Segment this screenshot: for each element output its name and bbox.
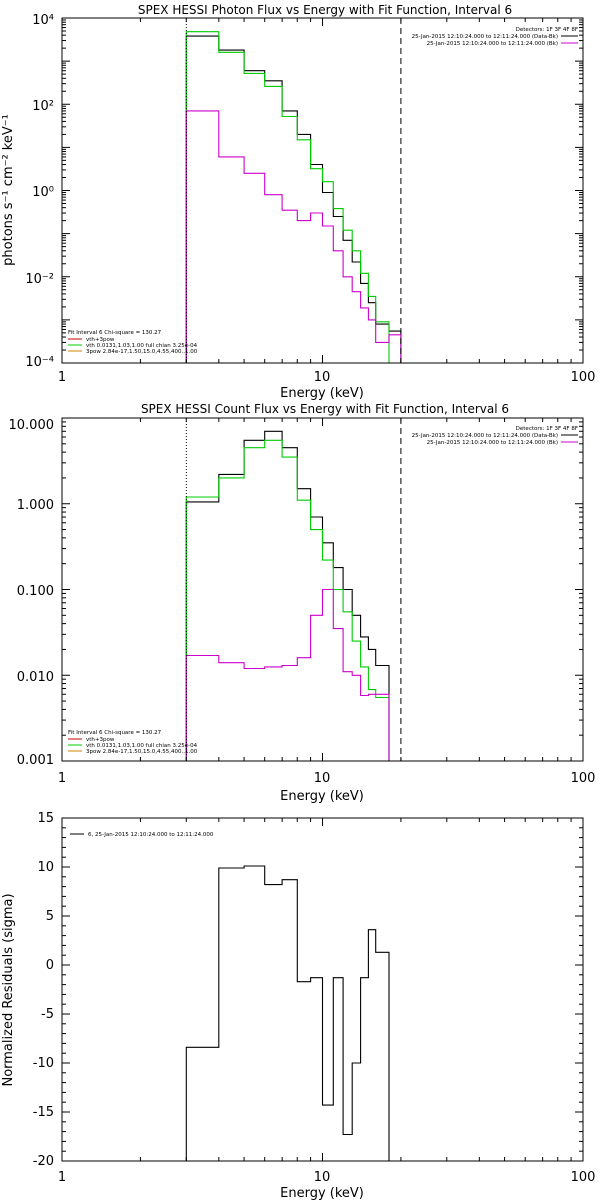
- count-flux-marker-lines: [185, 418, 402, 761]
- residuals-ytick-label: 15: [37, 811, 54, 826]
- residuals-ytick-label: 5: [46, 909, 54, 924]
- count-flux-legend-header: Detectors: 1F 3F 4F 8F: [516, 426, 578, 432]
- count-flux-xtick-label: 100: [571, 771, 596, 786]
- photon-flux-series-group: [185, 31, 402, 364]
- residuals-legend-entry: 6, 25-Jan-2015 12:10:24.000 to 12:11:24.…: [88, 832, 214, 838]
- residuals-ytick-label: -20: [33, 1154, 54, 1169]
- residuals-ytick-label: -5: [41, 1007, 54, 1022]
- photon-flux-ylabel: photons s⁻¹ cm⁻² keV⁻¹: [1, 114, 16, 266]
- count-flux-fit-header: Fit Interval 6 Chi-square = 130.27: [68, 730, 162, 736]
- photon-flux-xtick-label: 1: [58, 370, 66, 385]
- photon-flux-legend-header: Detectors: 1F 3F 4F 8F: [516, 27, 578, 33]
- count-flux-series-1-line: [185, 439, 401, 762]
- residuals-ticks: [61, 817, 584, 1162]
- count-flux-ytick-label: 1.000: [17, 498, 54, 513]
- count-flux-fit-entry: vth 0.0131,1.03,1.00 full chian 3.25e-04: [86, 743, 198, 749]
- count-flux-ytick-label: 10.000: [9, 418, 55, 433]
- photon-flux-marker-lines: [185, 18, 402, 363]
- count-flux-xlabel: Energy (keV): [280, 789, 364, 804]
- photon-flux-ytick-label: 10⁴: [32, 13, 54, 28]
- photon-flux-legend-entry: 25-Jan-2015 12:10:24.000 to 12:11:24.000…: [412, 34, 558, 40]
- count-flux-legend-entry: 25-Jan-2015 12:10:24.000 to 12:11:24.000…: [427, 440, 558, 446]
- residuals-ylabel: Normalized Residuals (sigma): [1, 893, 16, 1086]
- count-flux-ytick-label: 0.001: [17, 753, 54, 768]
- photon-flux-fit-entry: vth+3pow: [86, 337, 115, 343]
- residuals-series-0-line: [185, 865, 390, 1161]
- count-flux-ytick-label: 0.010: [17, 670, 54, 685]
- count-flux-panel: SPEX HESSI Count Flux vs Energy with Fit…: [9, 402, 596, 804]
- count-flux-legend-entry: 25-Jan-2015 12:10:24.000 to 12:11:24.000…: [412, 433, 558, 439]
- residuals-xlabel: Energy (keV): [280, 1186, 364, 1200]
- residuals-panel: 15 10 5 0 -5 -10 -15 -20 1 10 100 Energy…: [1, 811, 595, 1200]
- photon-flux-legend-entry: 25-Jan-2015 12:10:24.000 to 12:11:24.000…: [427, 41, 558, 47]
- count-flux-series-0-line: [185, 430, 390, 761]
- photon-flux-xlabel: Energy (keV): [280, 386, 364, 401]
- photon-flux-series-0-line: [185, 35, 402, 363]
- count-flux-title: SPEX HESSI Count Flux vs Energy with Fit…: [141, 402, 509, 416]
- residuals-ytick-label: 10: [37, 860, 54, 875]
- count-flux-xtick-label: 1: [58, 771, 66, 786]
- count-flux-series-group: [185, 430, 401, 762]
- photon-flux-xtick-label: 10: [314, 370, 331, 385]
- photon-flux-ytick-label: 10⁻⁴: [25, 355, 54, 370]
- count-flux-fit-entry: 3pow 2.84e-17,1.50,15.0,4.55,400.,1.00: [86, 749, 198, 755]
- residuals-xtick-label: 100: [571, 1170, 596, 1185]
- photon-flux-fit-header: Fit Interval 6 Chi-square = 130.27: [68, 330, 162, 336]
- residuals-xtick-label: 10: [314, 1170, 331, 1185]
- count-flux-ytick-label: 0.100: [17, 584, 54, 599]
- residuals-series-group: [185, 865, 390, 1161]
- photon-flux-ytick-label: 10⁻²: [25, 272, 54, 287]
- count-flux-fit-entry: vth+3pow: [86, 737, 115, 743]
- photon-flux-title: SPEX HESSI Photon Flux vs Energy with Fi…: [138, 3, 512, 17]
- photon-flux-fit-entry: 3pow 2.84e-17,1.50,15.0,4.55,400.,1.00: [86, 349, 198, 355]
- count-flux-ticks: [61, 417, 584, 762]
- photon-flux-series-2-line: [185, 110, 402, 363]
- residuals-ytick-label: -10: [33, 1056, 54, 1071]
- residuals-ytick-label: -15: [33, 1105, 54, 1120]
- photon-flux-ytick-label: 10²: [32, 99, 54, 114]
- photon-flux-fit-entry: vth 0.0131,1.03,1.00 full chian 3.25e-04: [86, 343, 198, 349]
- residuals-xtick-label: 1: [58, 1170, 66, 1185]
- residuals-ytick-label: 0: [46, 958, 54, 973]
- photon-flux-series-1-line: [185, 31, 401, 364]
- count-flux-series-2-line: [185, 588, 390, 761]
- photon-flux-xtick-label: 100: [571, 370, 596, 385]
- photon-flux-ticks: [61, 17, 584, 364]
- photon-flux-panel: SPEX HESSI Photon Flux vs Energy with Fi…: [1, 3, 595, 401]
- photon-flux-ytick-label: 10⁰: [32, 185, 54, 200]
- count-flux-xtick-label: 10: [314, 771, 331, 786]
